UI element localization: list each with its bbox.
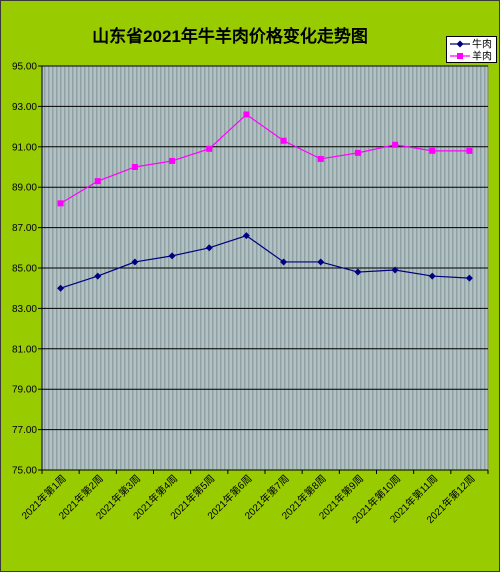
chart-title: 山东省2021年牛羊肉价格变化走势图 bbox=[92, 26, 368, 46]
series-2-point bbox=[206, 145, 213, 152]
series-2-point bbox=[317, 155, 324, 162]
y-tick-label: 77.00 bbox=[12, 425, 37, 436]
y-tick-label: 95.00 bbox=[12, 62, 37, 73]
y-tick-label: 93.00 bbox=[12, 102, 37, 113]
series-2 bbox=[57, 111, 473, 207]
legend-item: 羊肉 bbox=[450, 50, 492, 63]
series-2-point bbox=[429, 147, 436, 154]
y-tick-label: 85.00 bbox=[12, 264, 37, 275]
series-1-point bbox=[465, 274, 473, 282]
series-1-point bbox=[317, 258, 325, 266]
series-2-point bbox=[243, 111, 250, 118]
legend-swatch-marker bbox=[457, 53, 463, 59]
y-tick-label: 75.00 bbox=[12, 466, 37, 477]
legend-item: 牛肉 bbox=[450, 38, 492, 51]
legend-label: 牛肉 bbox=[472, 38, 492, 51]
legend-label: 羊肉 bbox=[472, 50, 492, 63]
series-1-point bbox=[94, 272, 102, 280]
series-1-point bbox=[428, 272, 436, 280]
series-1-line bbox=[60, 235, 470, 289]
y-tick-label: 89.00 bbox=[12, 183, 37, 194]
series-2-point bbox=[392, 141, 399, 148]
series-1-point bbox=[354, 268, 362, 276]
plot-area: 75.00 77.00 79.00 81.00 83.00 85.00 87.00 89.00… bbox=[12, 62, 489, 526]
series-2-point bbox=[131, 164, 138, 170]
y-tick-label: 83.00 bbox=[12, 304, 37, 315]
series-2-line bbox=[60, 113, 470, 204]
series-1-point bbox=[57, 284, 65, 292]
series-1 bbox=[57, 232, 473, 292]
series-2-point bbox=[466, 147, 473, 154]
series-2-point bbox=[354, 149, 361, 156]
y-tick-label: 91.00 bbox=[12, 142, 37, 153]
series-2-point bbox=[94, 178, 101, 185]
series-1-point bbox=[205, 244, 213, 252]
series-2-point bbox=[169, 157, 176, 164]
series-2-point bbox=[57, 200, 64, 207]
legend-box bbox=[446, 36, 497, 63]
series-2-point bbox=[280, 137, 287, 144]
series-1-point bbox=[242, 232, 250, 240]
series-1-point bbox=[391, 266, 399, 274]
y-tick-label: 87.00 bbox=[12, 223, 37, 234]
y-tick-label: 81.00 bbox=[12, 344, 37, 355]
legend-swatch-marker bbox=[456, 40, 464, 48]
series-1-point bbox=[131, 258, 139, 266]
y-tick-label: 79.00 bbox=[12, 385, 37, 396]
series-1-point bbox=[280, 258, 288, 266]
series-1-point bbox=[168, 252, 176, 260]
